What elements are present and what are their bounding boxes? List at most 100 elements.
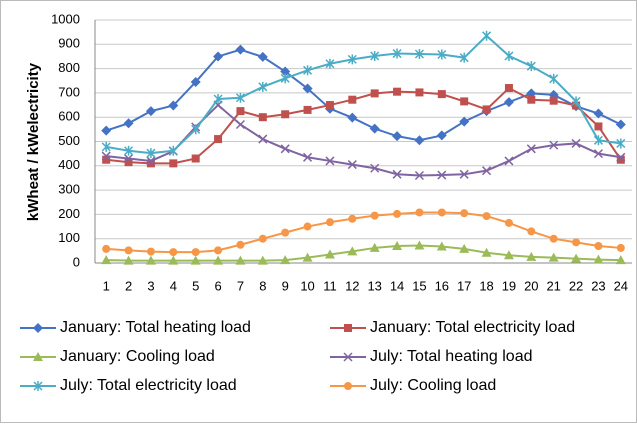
- marker: [214, 135, 223, 144]
- marker: [437, 90, 446, 99]
- marker: [303, 105, 312, 114]
- marker: [549, 234, 558, 243]
- marker: [281, 228, 290, 237]
- x-tick-label: 8: [259, 278, 266, 293]
- marker: [168, 255, 179, 265]
- marker: [459, 116, 470, 127]
- legend-label: July: Total electricity load: [60, 377, 237, 394]
- marker: [303, 222, 312, 231]
- marker: [369, 123, 380, 134]
- marker: [526, 144, 536, 154]
- marker: [459, 169, 469, 179]
- y-tick-label: 800: [58, 60, 80, 75]
- marker: [302, 252, 313, 262]
- marker: [615, 255, 626, 265]
- marker: [526, 251, 537, 261]
- marker: [303, 65, 313, 76]
- marker: [526, 61, 536, 72]
- series: [101, 100, 626, 181]
- marker: [124, 153, 134, 164]
- marker: [280, 73, 290, 84]
- marker: [571, 253, 582, 263]
- marker: [146, 148, 156, 159]
- marker: [235, 92, 245, 103]
- marker: [572, 238, 581, 247]
- marker: [101, 125, 112, 136]
- x-tick-label: 12: [345, 278, 359, 293]
- marker: [571, 96, 581, 107]
- marker: [549, 140, 559, 150]
- marker: [145, 255, 156, 265]
- marker: [324, 249, 335, 259]
- marker: [393, 209, 402, 218]
- marker: [168, 100, 179, 111]
- marker: [616, 138, 626, 149]
- x-tick-label: 20: [524, 278, 538, 293]
- marker: [415, 88, 424, 97]
- marker: [347, 160, 357, 170]
- marker: [190, 255, 201, 265]
- marker: [503, 250, 514, 260]
- marker: [344, 382, 352, 390]
- marker: [593, 254, 604, 264]
- x-tick-label: 14: [390, 278, 404, 293]
- marker: [437, 208, 446, 217]
- x-tick-label: 15: [412, 278, 426, 293]
- x-tick-label: 6: [214, 278, 221, 293]
- marker: [325, 101, 334, 110]
- x-tick-label: 24: [614, 278, 628, 293]
- marker: [280, 66, 291, 77]
- legend-label: July: Cooling load: [370, 377, 496, 394]
- marker: [392, 48, 402, 59]
- marker: [615, 119, 626, 130]
- legend-label: January: Cooling load: [60, 348, 215, 365]
- marker: [257, 51, 268, 62]
- marker: [414, 170, 424, 181]
- marker: [303, 152, 313, 162]
- marker: [146, 159, 155, 168]
- marker: [593, 149, 603, 159]
- marker: [392, 131, 403, 142]
- legend-label: January: Total electricity load: [370, 319, 575, 336]
- marker: [348, 214, 357, 223]
- marker: [369, 242, 380, 252]
- marker: [503, 97, 514, 108]
- series: [101, 240, 626, 265]
- marker: [482, 166, 492, 176]
- marker: [169, 159, 178, 168]
- marker: [593, 108, 604, 119]
- y-tick-label: 400: [58, 157, 80, 172]
- marker: [213, 255, 224, 265]
- x-tick-label: 21: [546, 278, 560, 293]
- marker: [280, 144, 290, 154]
- marker: [258, 234, 267, 243]
- marker: [549, 73, 559, 84]
- marker: [302, 83, 313, 94]
- marker: [191, 124, 201, 135]
- marker: [325, 58, 335, 69]
- x-tick-label: 7: [237, 278, 244, 293]
- marker: [504, 218, 513, 227]
- marker: [459, 243, 470, 253]
- marker: [213, 93, 223, 104]
- marker: [370, 211, 379, 220]
- x-tick-label: 11: [323, 278, 337, 293]
- y-tick-label: 0: [73, 254, 80, 269]
- marker: [437, 170, 447, 180]
- marker: [347, 246, 358, 256]
- marker: [482, 212, 491, 221]
- marker: [348, 95, 357, 104]
- marker: [616, 155, 625, 164]
- marker: [123, 255, 134, 265]
- marker: [436, 241, 447, 251]
- x-tick-label: 23: [591, 278, 605, 293]
- marker: [214, 246, 223, 255]
- marker: [191, 154, 200, 163]
- marker: [325, 156, 335, 166]
- y-tick-label: 900: [58, 36, 80, 51]
- x-tick-label: 16: [435, 278, 449, 293]
- x-tick-label: 2: [125, 278, 132, 293]
- marker: [482, 105, 491, 114]
